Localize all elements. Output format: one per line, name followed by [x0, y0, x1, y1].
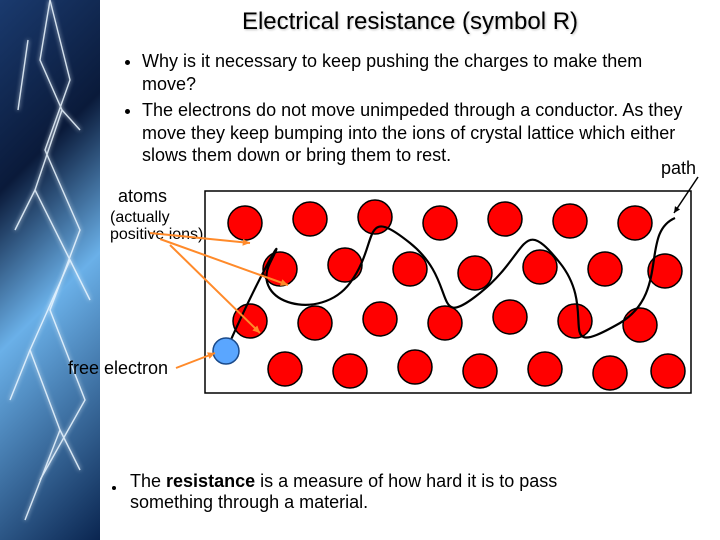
page-title: Electrical resistance (symbol R): [120, 8, 700, 36]
decorative-sidebar: [0, 0, 100, 540]
bullet-item: The electrons do not move unimpeded thro…: [142, 99, 700, 167]
bullet-item: Why is it necessary to keep pushing the …: [142, 50, 700, 95]
lightning-graphic: [0, 0, 100, 540]
bullet-list: Why is it necessary to keep pushing the …: [142, 50, 700, 167]
def-bold: resistance: [166, 471, 255, 491]
def-pre: The: [130, 471, 166, 491]
resistance-diagram: atoms (actually positive ions) path free…: [120, 173, 700, 413]
resistance-definition: The resistance is a measure of how hard …: [130, 471, 590, 514]
bullet-dot: [112, 486, 116, 490]
diagram-svg: [120, 173, 720, 413]
slide-content: Electrical resistance (symbol R) Why is …: [100, 0, 720, 540]
